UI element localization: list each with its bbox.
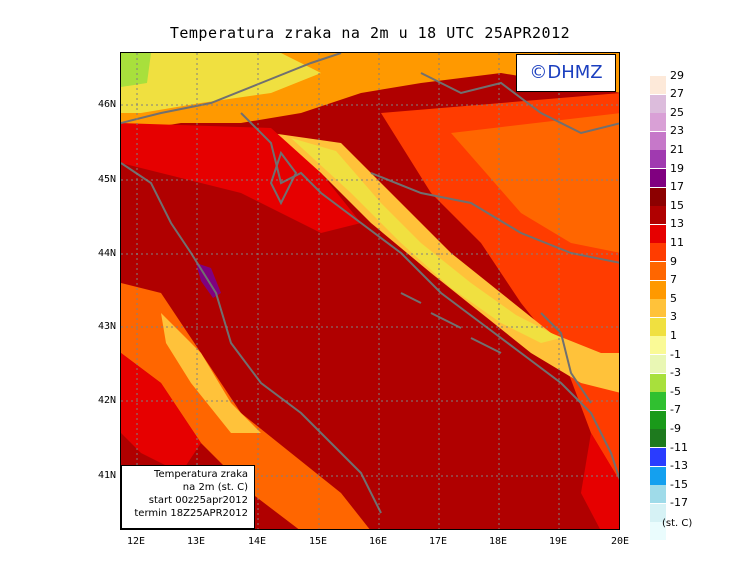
colorbar-label: 5 [670,291,677,305]
lon-label-16: 16E [368,536,388,547]
colorbar-swatch [650,355,666,373]
info-box: Temperatura zraka na 2m (st. C) start 00… [121,465,255,529]
lon-label-15: 15E [308,536,328,547]
coastlines [121,53,619,514]
lon-label-19: 19E [548,536,568,547]
lon-label-12: 12E [126,536,146,547]
colorbar-label: 3 [670,310,677,324]
lon-label-14: 14E [247,536,267,547]
colorbar-swatch [650,94,666,113]
dhmz-logo: ©DHMZ [516,54,616,92]
colorbar-unit: (st. C) [662,518,693,529]
colorbar-label: 15 [670,198,684,212]
field-alps-yellow [121,53,321,113]
colorbar-swatch [650,503,666,522]
field-north-adriatic [121,123,361,233]
field-pannonian-2 [451,113,619,253]
colorbar-swatch [650,485,666,504]
colorbar-label: 29 [670,68,684,82]
info-line-4: termin 18Z25APR2012 [134,508,248,519]
coast-istria [269,150,298,206]
colorbar-swatch [650,150,666,169]
field-albania [581,433,619,529]
colorbar-swatch [650,448,666,466]
colorbar-swatch [650,280,666,299]
colorbar-label: -15 [670,477,688,491]
colorbar-label: -3 [670,366,681,380]
colorbar-swatch [650,410,666,429]
colorbar-label: -5 [670,384,681,398]
coast-islands [400,292,502,354]
colorbar-swatch [650,187,666,206]
lon-label-18: 18E [488,536,508,547]
colorbar-label: -11 [670,440,688,454]
colorbar-label: 19 [670,161,684,175]
colorbar-label: 11 [670,236,684,249]
colorbar-swatch [650,76,666,94]
colorbar-label: 17 [670,180,684,194]
colorbar-swatch [650,206,666,225]
border-bosnia [370,172,619,264]
field-dinaric-peak [291,138,561,343]
colorbar-swatch [650,224,666,243]
colorbar-swatch [650,466,666,485]
colorbar-swatch [650,392,666,411]
colorbar-swatch [650,429,666,448]
colorbar-label: 25 [670,105,684,119]
colorbar-label: 9 [670,254,677,268]
lon-label-20: 20E [610,536,630,547]
colorbar-label: -17 [670,496,688,510]
border-north [420,72,619,135]
coast-east [240,112,619,481]
colorbar-swatch [650,169,666,187]
colorbar-swatch [650,262,666,280]
colorbar-swatch [650,243,666,262]
colorbar-label: 13 [670,217,684,231]
colorbar-swatch [650,299,666,318]
field-alps-green [121,53,151,87]
lat-label-43: 43N [97,321,116,332]
colorbar-label: 27 [670,87,684,101]
lat-label-46: 46N [97,99,116,110]
colorbar-label: 21 [670,143,684,156]
colorbar-swatch [650,317,666,336]
colorbar-label: -1 [670,347,681,361]
info-line-1: Temperatura zraka [154,469,248,480]
field-italy-coast [121,353,201,473]
temperature-map [120,52,620,530]
lon-label-13: 13E [186,536,206,547]
colorbar-swatch [650,522,666,541]
colorbar-label: 1 [670,329,677,342]
lat-label-41: 41N [97,470,116,481]
coast-italy [121,162,382,514]
lon-label-17: 17E [428,536,448,547]
field-apennines-peak [161,313,261,433]
graticule [121,53,619,529]
map-title: Temperatura zraka na 2m u 18 UTC 25APR20… [169,24,571,42]
colorbar-label: 23 [670,124,684,138]
coast-alps [121,53,342,124]
lat-label-45: 45N [97,174,116,185]
colorbar-label: -13 [670,459,688,473]
lat-label-42: 42N [97,395,116,406]
colorbar-label: -9 [670,422,681,435]
colorbar-label: 7 [670,273,677,287]
lat-label-44: 44N [97,248,116,259]
temperature-field [121,53,619,529]
colorbar-swatch [650,336,666,355]
colorbar-swatch [650,131,666,150]
border-montenegro [540,312,592,404]
info-line-2: na 2m (st. C) [182,482,248,493]
colorbar-swatch [650,373,666,392]
info-line-3: start 00z25apr2012 [148,495,248,506]
colorbar-label: -7 [670,403,681,417]
colorbar-swatch [650,113,666,132]
